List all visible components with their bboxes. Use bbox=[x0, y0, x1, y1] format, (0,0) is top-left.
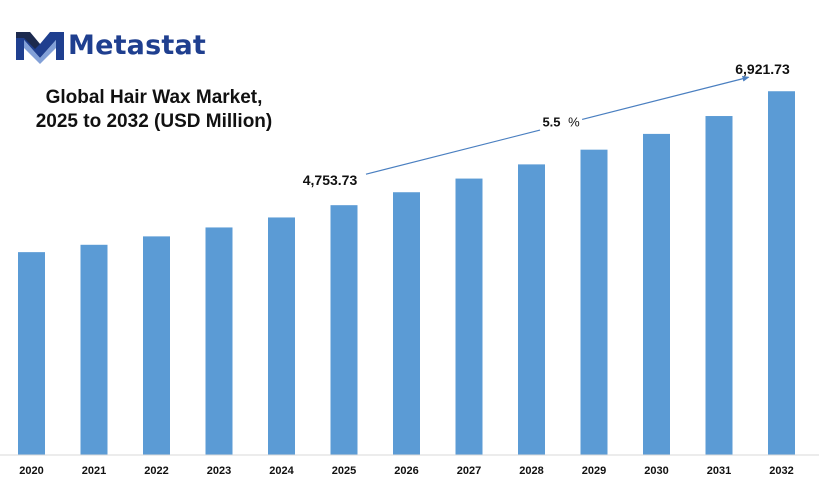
bar-2031 bbox=[705, 116, 733, 455]
bar-2029 bbox=[580, 149, 608, 455]
x-tick-label-2031: 2031 bbox=[707, 465, 731, 477]
chart-title-line-1: Global Hair Wax Market, bbox=[45, 87, 263, 108]
bar-2021 bbox=[80, 244, 108, 455]
bar-2023 bbox=[205, 227, 233, 455]
bar-2030 bbox=[643, 133, 670, 455]
cagr-percent-sign: % bbox=[568, 115, 580, 130]
metastat-logo: Metastat bbox=[14, 26, 206, 64]
x-tick-label-2025: 2025 bbox=[332, 465, 356, 477]
bar-2028 bbox=[518, 164, 545, 455]
bar-2026 bbox=[393, 192, 420, 455]
cagr-value: 5.5 bbox=[542, 115, 560, 130]
x-tick-label-2030: 2030 bbox=[644, 465, 668, 477]
x-tick-label-2029: 2029 bbox=[582, 465, 606, 477]
chart-title-line-2: 2025 to 2032 (USD Million) bbox=[35, 111, 273, 132]
bar-2027 bbox=[455, 178, 483, 455]
x-tick-label-2026: 2026 bbox=[394, 465, 418, 477]
bar-2020 bbox=[18, 252, 45, 455]
cagr-label: 5.5 % bbox=[542, 115, 580, 130]
x-tick-label-2028: 2028 bbox=[519, 465, 543, 477]
bar-2022 bbox=[143, 236, 170, 455]
bar-2024 bbox=[268, 217, 295, 455]
chart-title: Global Hair Wax Market, 2025 to 2032 (US… bbox=[20, 86, 288, 134]
metastat-m-logo-icon bbox=[16, 32, 64, 64]
x-tick-label-2032: 2032 bbox=[769, 465, 793, 477]
x-tick-label-2021: 2021 bbox=[82, 465, 106, 477]
x-tick-label-2020: 2020 bbox=[19, 465, 43, 477]
x-tick-label-2027: 2027 bbox=[457, 465, 481, 477]
x-tick-label-2022: 2022 bbox=[144, 465, 168, 477]
bar-2032 bbox=[768, 91, 795, 455]
x-tick-label-2024: 2024 bbox=[269, 465, 294, 477]
bar-2025 bbox=[330, 205, 358, 455]
data-label-2025: 4,753.73 bbox=[303, 172, 358, 188]
cagr-arrow-segment-1 bbox=[365, 129, 541, 175]
cagr-arrow-segment-2 bbox=[581, 75, 750, 120]
data-label-2032: 6,921.73 bbox=[735, 61, 790, 77]
x-tick-label-2023: 2023 bbox=[207, 465, 231, 477]
brand-name: Metastat bbox=[68, 29, 207, 61]
